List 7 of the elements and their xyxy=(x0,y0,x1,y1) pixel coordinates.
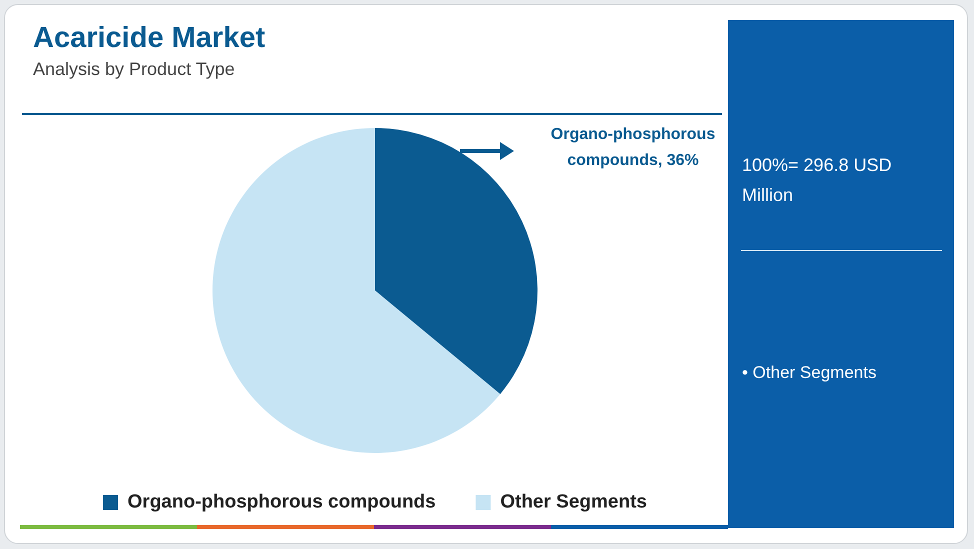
legend-label: Other Segments xyxy=(500,492,647,513)
chart-subtitle: Analysis by Product Type xyxy=(33,59,235,80)
legend-label: Organo-phosphorous compounds xyxy=(128,492,436,513)
text: 100%= 296.8 USD Million xyxy=(742,154,893,207)
text: • Other Segments xyxy=(742,363,876,383)
text: Organo-phosphorous compounds, 36% xyxy=(550,125,716,171)
chart-title: Acaricide Market xyxy=(33,22,266,55)
